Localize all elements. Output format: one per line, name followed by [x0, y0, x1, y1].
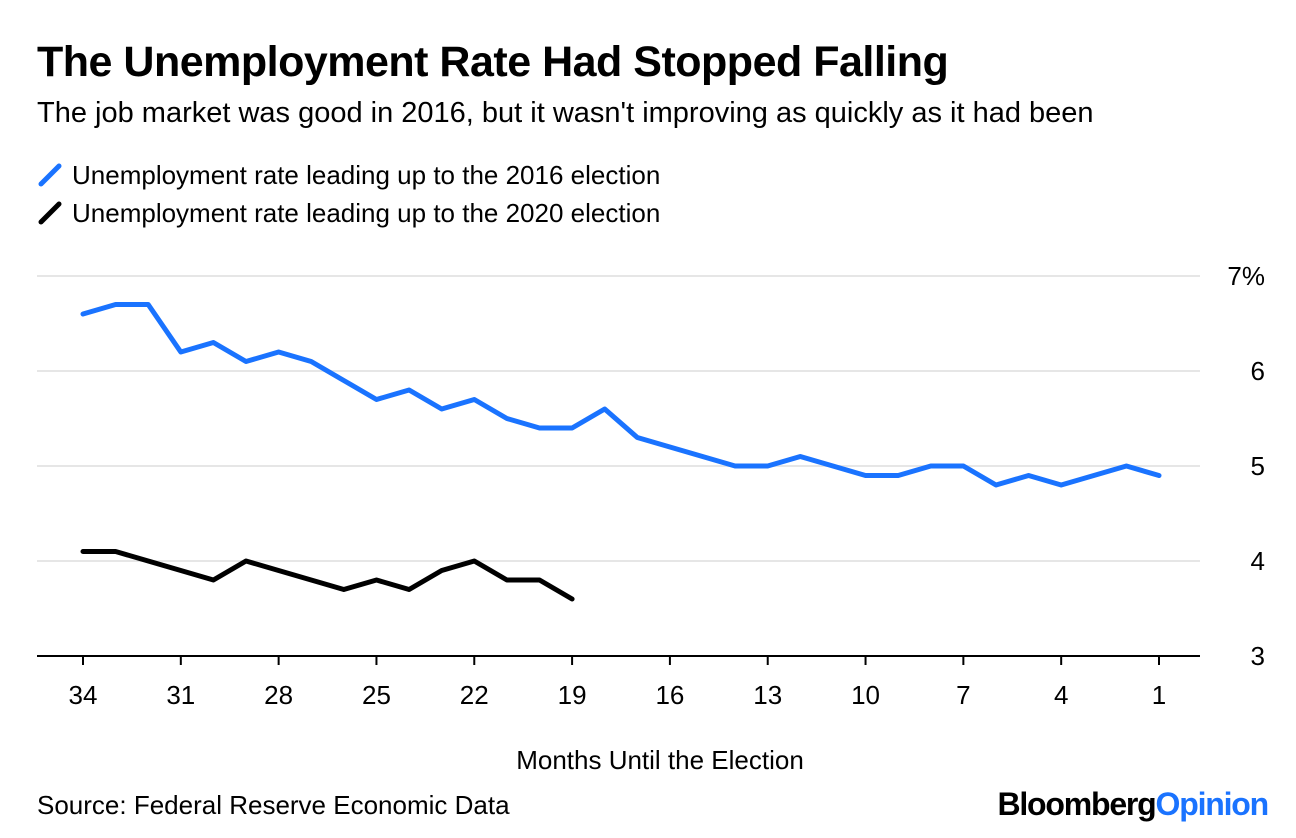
x-tick-label: 10: [851, 680, 880, 710]
legend-item-2020: Unemployment rate leading up to the 2020…: [37, 194, 660, 232]
brand-part-1: Bloomberg: [997, 786, 1156, 822]
y-tick-label: 7%: [1227, 261, 1265, 291]
source-note: Source: Federal Reserve Economic Data: [37, 790, 510, 820]
x-tick-label: 4: [1054, 680, 1068, 710]
legend-swatch-2016-icon: [38, 163, 62, 187]
legend-item-2016: Unemployment rate leading up to the 2016…: [37, 156, 660, 194]
x-tick-label: 1: [1152, 680, 1166, 710]
y-tick-label: 6: [1251, 356, 1265, 386]
x-tick-label: 28: [264, 680, 293, 710]
x-tick-label: 13: [753, 680, 782, 710]
legend-label-2016: Unemployment rate leading up to the 2016…: [72, 159, 661, 190]
chart-subtitle: The job market was good in 2016, but it …: [37, 97, 1094, 129]
brand-logo: BloombergOpinion: [997, 786, 1270, 823]
x-tick-label: 34: [69, 680, 98, 710]
legend: Unemployment rate leading up to the 2016…: [37, 156, 660, 232]
brand-part-2: Opinion: [1155, 786, 1270, 822]
y-tick-label: 4: [1251, 546, 1265, 576]
y-tick-label: 3: [1251, 641, 1265, 671]
x-tick-label: 16: [655, 680, 684, 710]
x-tick-label: 19: [558, 680, 587, 710]
x-tick-label: 31: [166, 680, 195, 710]
series-line-2016: [80, 302, 1162, 488]
y-tick-label: 5: [1251, 451, 1265, 481]
x-tick-label: 22: [460, 680, 489, 710]
legend-swatch-2020-icon: [38, 201, 62, 225]
x-tick-label: 25: [362, 680, 391, 710]
x-tick-label: 7: [956, 680, 970, 710]
series-line-2020: [80, 549, 575, 602]
chart-title: The Unemployment Rate Had Stopped Fallin…: [37, 38, 949, 86]
x-axis-label: Months Until the Election: [516, 745, 804, 775]
legend-label-2020: Unemployment rate leading up to the 2020…: [72, 197, 661, 228]
